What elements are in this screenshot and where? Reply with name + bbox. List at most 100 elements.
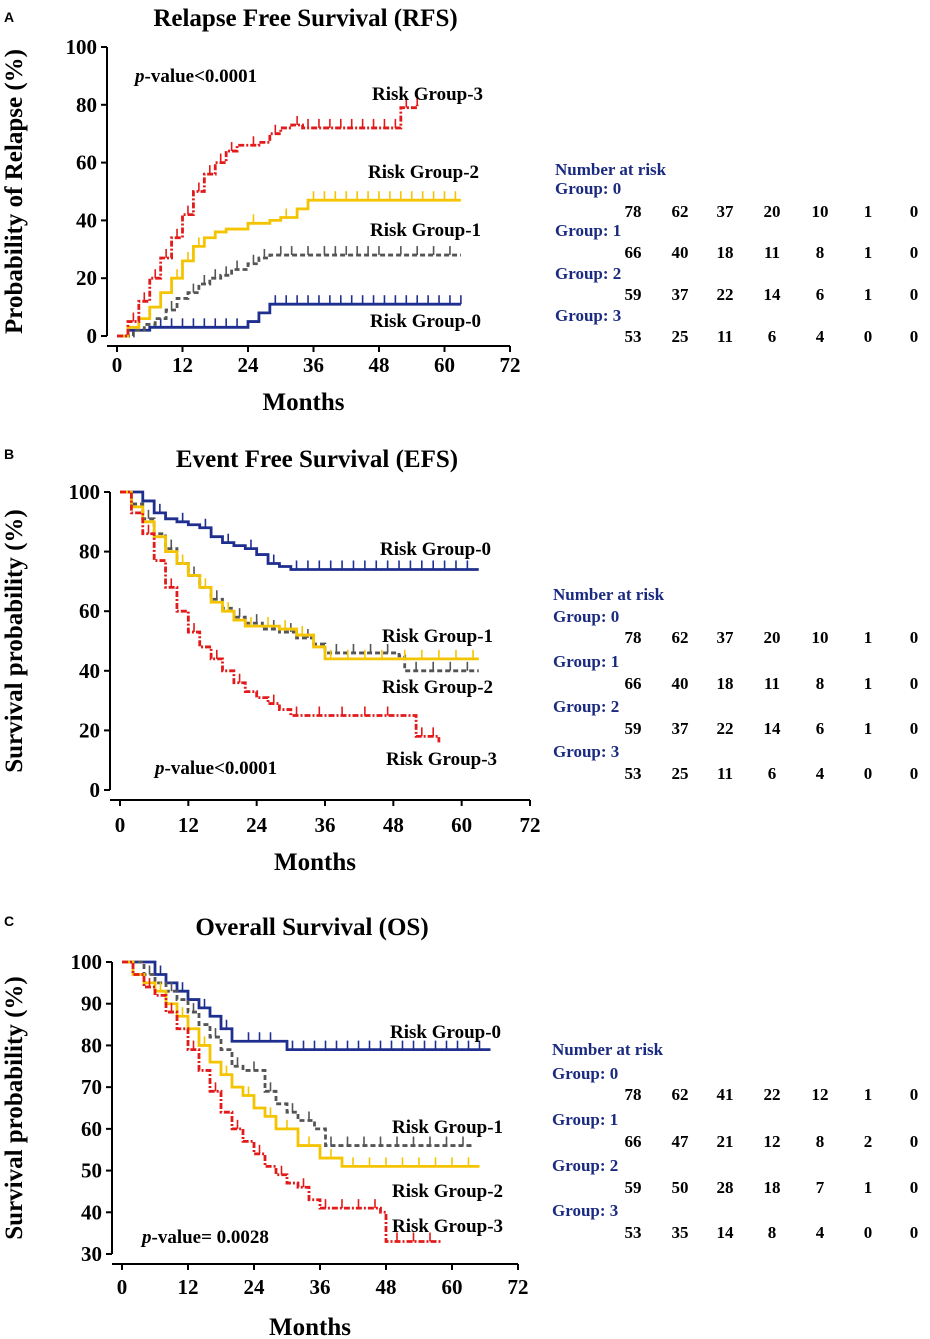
y-tick-label: 70 bbox=[81, 1075, 102, 1099]
series-risk-group-0 bbox=[117, 295, 462, 338]
p-value-value: -value<0.0001 bbox=[145, 66, 258, 87]
series-risk-group-2 bbox=[120, 490, 479, 661]
x-tick-label: 36 bbox=[315, 813, 336, 837]
series-label: Risk Group-0 bbox=[370, 311, 481, 332]
risk-count: 0 bbox=[910, 1085, 919, 1104]
x-tick-label: 48 bbox=[383, 813, 404, 837]
risk-count: 50 bbox=[672, 1178, 689, 1197]
p-value-value: -value<0.0001 bbox=[165, 758, 278, 779]
risk-count: 18 bbox=[717, 243, 734, 262]
y-tick-label: 100 bbox=[69, 480, 101, 504]
risk-count: 59 bbox=[625, 1178, 642, 1197]
risk-group-label: Group: 0 bbox=[553, 607, 619, 626]
risk-count: 11 bbox=[717, 327, 733, 346]
risk-count: 12 bbox=[812, 1085, 829, 1104]
risk-count: 7 bbox=[816, 1178, 825, 1197]
risk-count: 6 bbox=[816, 285, 825, 304]
km-curve bbox=[120, 490, 479, 571]
risk-count: 78 bbox=[625, 1085, 642, 1104]
risk-count: 0 bbox=[910, 1223, 919, 1242]
x-axis-label: Months bbox=[269, 1314, 351, 1339]
risk-count: 0 bbox=[864, 327, 873, 346]
x-tick-label: 36 bbox=[303, 353, 324, 377]
p-value-prefix: p bbox=[133, 66, 145, 87]
risk-count: 1 bbox=[864, 1178, 873, 1197]
risk-count: 18 bbox=[717, 674, 734, 693]
risk-count: 40 bbox=[672, 243, 689, 262]
risk-count: 37 bbox=[717, 202, 735, 221]
risk-count: 22 bbox=[717, 285, 734, 304]
km-curve bbox=[117, 198, 461, 338]
risk-group-label: Group: 0 bbox=[552, 1064, 618, 1083]
x-tick-label: 60 bbox=[434, 353, 455, 377]
risk-count: 14 bbox=[764, 719, 782, 738]
risk-count: 8 bbox=[816, 674, 825, 693]
risk-count: 20 bbox=[764, 628, 781, 647]
y-tick-label: 40 bbox=[76, 208, 97, 232]
series-risk-group-3 bbox=[122, 960, 441, 1243]
risk-count: 6 bbox=[816, 719, 825, 738]
risk-group-label: Group: 0 bbox=[555, 179, 621, 198]
y-tick-label: 40 bbox=[81, 1200, 102, 1224]
series-risk-group-2 bbox=[117, 191, 461, 338]
risk-group-label: Group: 3 bbox=[552, 1201, 618, 1220]
x-tick-label: 48 bbox=[369, 353, 390, 377]
risk-count: 66 bbox=[625, 243, 642, 262]
x-tick-label: 60 bbox=[451, 813, 472, 837]
series-risk-group-0 bbox=[120, 490, 479, 571]
risk-count: 78 bbox=[625, 628, 642, 647]
y-tick-label: 60 bbox=[79, 599, 100, 623]
x-tick-label: 72 bbox=[500, 353, 521, 377]
series-label: Risk Group-3 bbox=[372, 84, 483, 105]
risk-count: 1 bbox=[864, 1085, 873, 1104]
y-tick-label: 80 bbox=[76, 93, 97, 117]
y-tick-label: 80 bbox=[81, 1033, 102, 1057]
risk-count: 59 bbox=[625, 719, 642, 738]
x-tick-label: 12 bbox=[178, 813, 199, 837]
risk-count: 6 bbox=[768, 327, 777, 346]
x-tick-label: 24 bbox=[246, 813, 268, 837]
risk-table-header: Number at risk bbox=[552, 1040, 664, 1059]
risk-count: 1 bbox=[864, 285, 873, 304]
risk-count: 37 bbox=[672, 285, 690, 304]
series-risk-group-1 bbox=[122, 960, 474, 1147]
x-tick-label: 60 bbox=[442, 1275, 463, 1299]
risk-count: 4 bbox=[816, 1223, 825, 1242]
risk-count: 8 bbox=[816, 1132, 825, 1151]
risk-count: 35 bbox=[672, 1223, 689, 1242]
x-tick-label: 72 bbox=[508, 1275, 529, 1299]
series-label: Risk Group-3 bbox=[386, 749, 497, 770]
y-tick-label: 20 bbox=[76, 266, 97, 290]
risk-count: 1 bbox=[864, 243, 873, 262]
x-tick-label: 0 bbox=[115, 813, 126, 837]
series-risk-group-1 bbox=[117, 246, 461, 338]
risk-group-label: Group: 1 bbox=[552, 1110, 618, 1129]
risk-count: 37 bbox=[717, 628, 735, 647]
series-label: Risk Group-3 bbox=[392, 1216, 503, 1237]
risk-count: 12 bbox=[764, 1132, 781, 1151]
x-axis-label: Months bbox=[274, 849, 356, 876]
panel-letter: B bbox=[4, 446, 14, 462]
risk-count: 22 bbox=[717, 719, 734, 738]
x-tick-label: 0 bbox=[112, 353, 123, 377]
y-tick-label: 50 bbox=[81, 1159, 102, 1183]
series-label: Risk Group-1 bbox=[382, 626, 493, 647]
risk-count: 25 bbox=[672, 327, 689, 346]
p-value-text: p-value<0.0001 bbox=[133, 66, 257, 87]
km-curve bbox=[120, 490, 441, 743]
risk-group-label: Group: 3 bbox=[555, 306, 621, 325]
p-value-text: p-value= 0.0028 bbox=[140, 1227, 269, 1248]
x-tick-label: 12 bbox=[178, 1275, 199, 1299]
series-risk-group-3 bbox=[117, 95, 419, 338]
risk-count: 1 bbox=[864, 674, 873, 693]
y-tick-label: 0 bbox=[87, 324, 98, 348]
risk-count: 0 bbox=[910, 719, 919, 738]
risk-count: 1 bbox=[864, 628, 873, 647]
y-tick-label: 0 bbox=[90, 778, 101, 802]
series-label: Risk Group-1 bbox=[370, 220, 481, 241]
y-tick-label: 20 bbox=[79, 718, 100, 742]
x-tick-label: 24 bbox=[244, 1275, 266, 1299]
risk-count: 1 bbox=[864, 202, 873, 221]
risk-count: 0 bbox=[910, 674, 919, 693]
